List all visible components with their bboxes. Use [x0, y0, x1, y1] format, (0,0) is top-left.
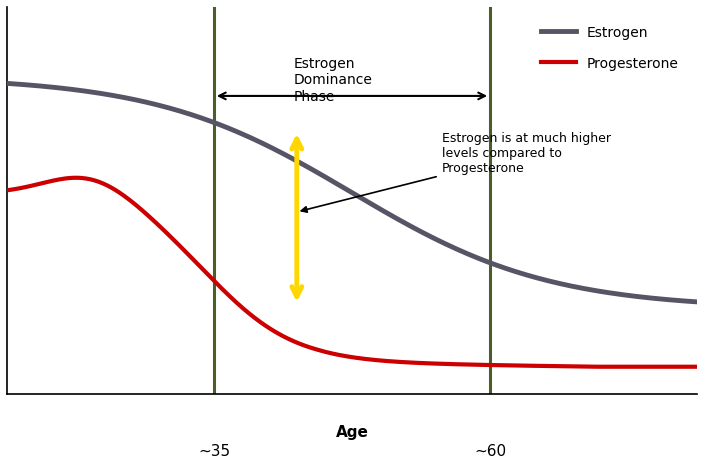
Text: Estrogen is at much higher
levels compared to
Progesterone: Estrogen is at much higher levels compar… [301, 133, 610, 212]
Text: Estrogen
Dominance
Phase: Estrogen Dominance Phase [294, 57, 372, 103]
Text: ~60: ~60 [474, 444, 506, 459]
Text: ~35: ~35 [198, 444, 230, 459]
Legend: Estrogen, Progesterone: Estrogen, Progesterone [530, 14, 690, 82]
Text: Age: Age [336, 425, 368, 440]
